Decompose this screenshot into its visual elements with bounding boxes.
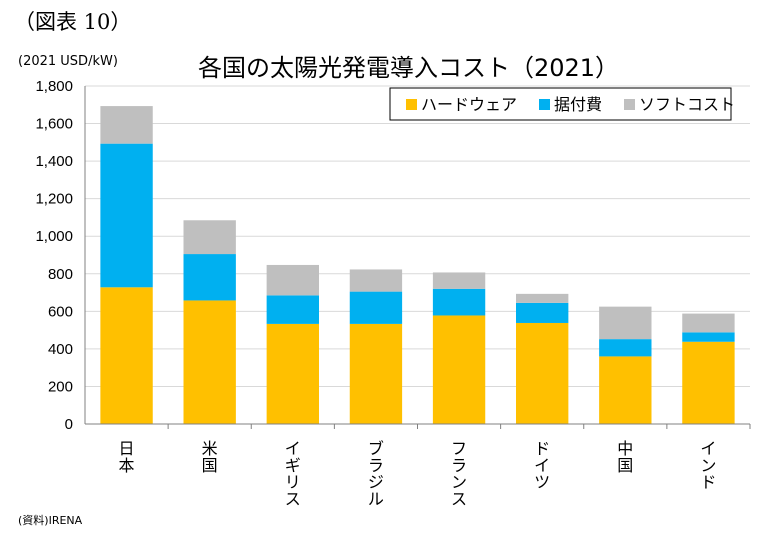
bar-segment xyxy=(682,313,735,333)
x-category-label: イギリス xyxy=(285,439,301,508)
legend-label: ハードウェア xyxy=(421,95,517,114)
chart-title: 各国の太陽光発電導入コスト（2021） xyxy=(197,54,620,82)
y-tick-label: 1,600 xyxy=(35,116,73,133)
x-category-labels: 日本 米国 イギリス ブラジル フランス ドイツ 中国 インド xyxy=(119,439,717,508)
x-category-label: ブラジル xyxy=(368,439,384,508)
bar-segment xyxy=(266,264,319,296)
bar-segment xyxy=(516,302,569,323)
y-tick-label: 200 xyxy=(48,378,73,395)
bar-segment xyxy=(183,254,236,301)
y-tick-label: 0 xyxy=(65,416,73,433)
axes xyxy=(84,86,751,429)
bar-segment xyxy=(599,339,652,357)
x-category-label: 米国 xyxy=(202,439,218,475)
bar-segment xyxy=(599,356,652,424)
y-tick-label: 600 xyxy=(48,303,73,320)
y-axis-unit-label: (2021 USD/kW) xyxy=(18,54,118,69)
source-note: (資料)IRENA xyxy=(18,514,83,527)
legend-label: ソフトコスト xyxy=(639,95,735,114)
y-tick-label: 1,200 xyxy=(35,191,73,208)
y-tick-label: 1,400 xyxy=(35,153,73,170)
bar-segment xyxy=(432,288,486,316)
bar-segment xyxy=(266,295,319,324)
bar-segment xyxy=(682,341,735,424)
bar-segment xyxy=(349,323,403,424)
bar-segment xyxy=(100,287,153,424)
legend-box xyxy=(389,87,732,121)
bar-segment xyxy=(266,323,319,424)
bar-segment xyxy=(682,332,735,342)
legend-swatch xyxy=(406,99,417,110)
bar-segment xyxy=(183,300,236,424)
x-category-label: インド xyxy=(700,439,716,492)
x-category-label: フランス xyxy=(451,439,467,508)
bar-segment xyxy=(183,220,236,255)
x-category-label: ドイツ xyxy=(534,439,550,492)
x-category-label: 日本 xyxy=(119,439,135,475)
bar-segment xyxy=(432,272,486,289)
x-category-label: 中国 xyxy=(617,439,633,475)
bar-segment xyxy=(349,269,403,292)
legend: ハードウェア 据付費 ソフトコスト xyxy=(389,87,735,121)
y-tick-labels: 0 200 400 600 800 1,000 1,200 1,400 1,600 1,800 xyxy=(35,78,73,433)
y-tick-label: 400 xyxy=(48,341,73,358)
legend-swatch xyxy=(539,99,550,110)
y-tick-label: 800 xyxy=(48,266,73,283)
bar-segment xyxy=(599,306,652,340)
bars xyxy=(100,106,735,424)
bar-segment xyxy=(516,322,569,424)
bar-segment xyxy=(432,315,486,424)
bar-segment xyxy=(100,106,153,144)
y-tick-label: 1,000 xyxy=(35,228,73,245)
figure-label: （図表 10） xyxy=(14,10,132,34)
bar-segment xyxy=(100,143,153,288)
legend-swatch xyxy=(624,99,635,110)
y-tick-label: 1,800 xyxy=(35,78,73,95)
legend-label: 据付費 xyxy=(554,95,602,114)
bar-segment xyxy=(349,291,403,324)
bar-segment xyxy=(516,293,569,303)
